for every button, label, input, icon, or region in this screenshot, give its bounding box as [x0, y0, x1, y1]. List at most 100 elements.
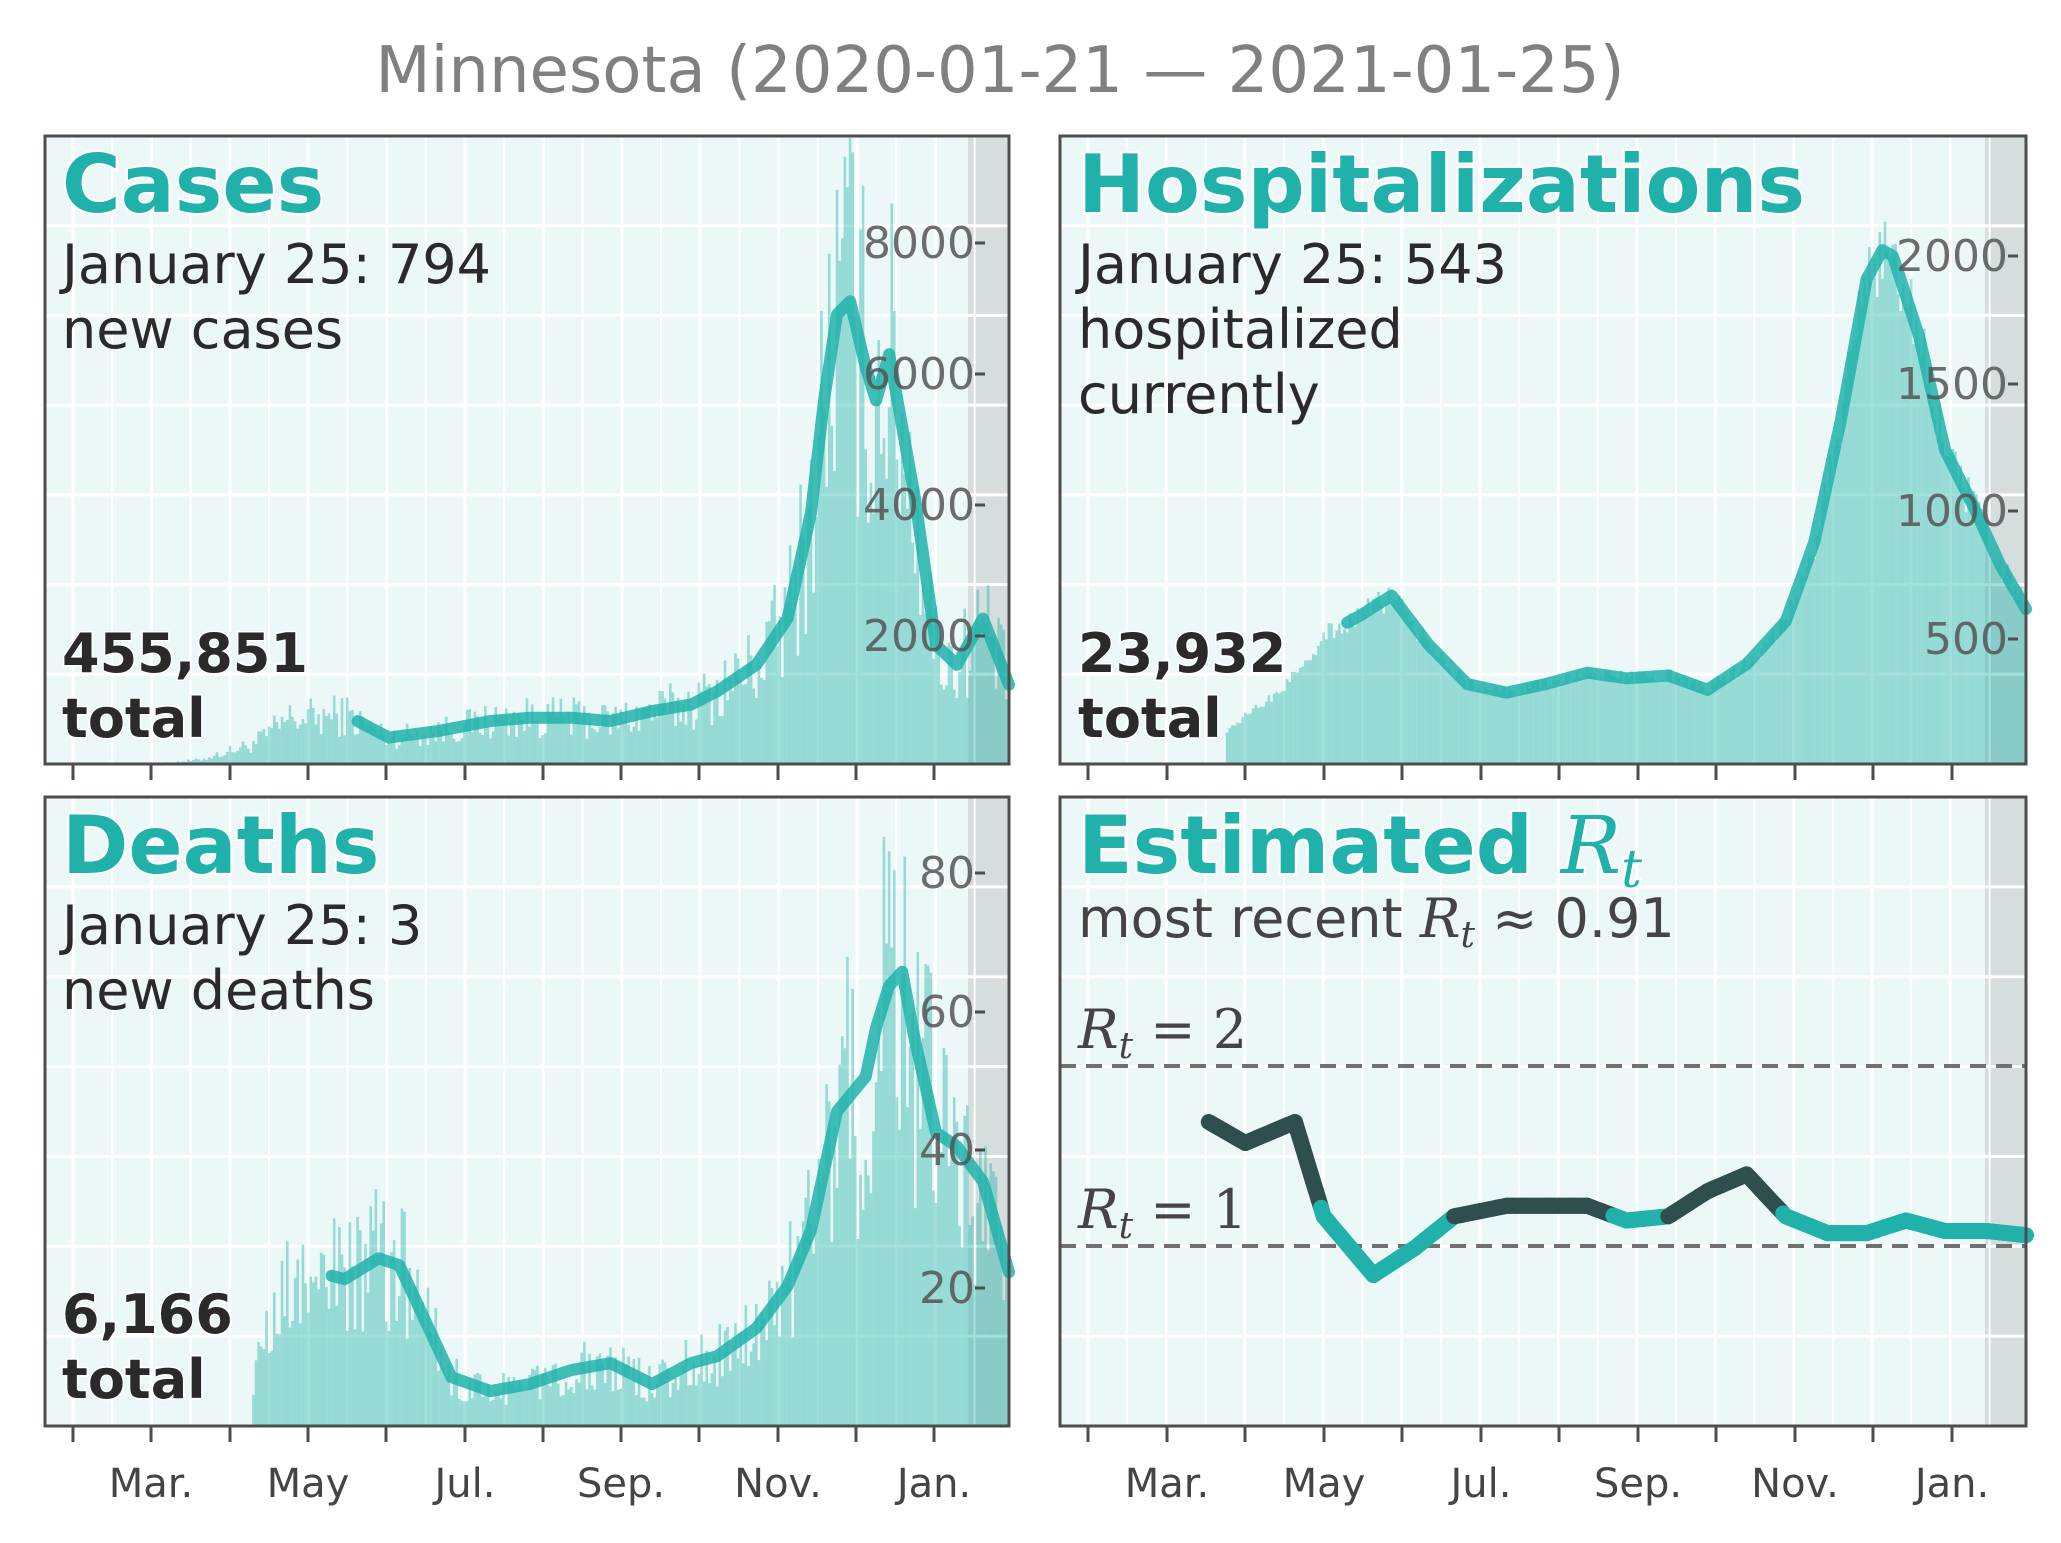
- deaths-bar: [338, 1227, 341, 1426]
- hosp-bar: [1257, 707, 1260, 764]
- hosp-bar: [1841, 403, 1845, 764]
- cases-bar: [291, 716, 294, 764]
- hosp-bar: [1458, 670, 1461, 764]
- rt-frame: [1058, 795, 2028, 1428]
- deaths-bar: [986, 1250, 990, 1426]
- deaths-bar: [309, 1276, 313, 1426]
- cases-bar: [986, 585, 990, 764]
- deaths-bar: [470, 1398, 474, 1426]
- cases-bar: [916, 486, 920, 764]
- hosp-bar: [1544, 678, 1547, 764]
- deaths-ytick-label: 80: [919, 848, 975, 899]
- hosp-bar: [1740, 667, 1743, 764]
- deaths-bar: [650, 1393, 654, 1426]
- cases-bar: [851, 152, 854, 765]
- deaths-bar: [937, 1146, 940, 1426]
- hosp-bar: [1494, 686, 1498, 764]
- hosp-bar: [1680, 684, 1683, 764]
- deaths-bar: [788, 1221, 792, 1426]
- hosp-bar: [1591, 671, 1594, 764]
- cases-bar: [421, 735, 425, 764]
- hosp-bar: [1933, 419, 1936, 764]
- cases-bar: [645, 707, 649, 764]
- deaths-bar: [869, 1193, 873, 1426]
- cases-bar: [859, 229, 862, 764]
- deaths-bar: [348, 1222, 352, 1426]
- deaths-bar: [809, 1223, 813, 1426]
- hosp-bar: [1285, 679, 1289, 764]
- hosp-bar: [1515, 696, 1519, 764]
- hosp-bar: [1951, 449, 1955, 764]
- hosp-bar: [1468, 679, 1472, 764]
- deaths-bar: [676, 1389, 680, 1426]
- deaths-bar: [885, 943, 888, 1426]
- cases-bar: [817, 436, 821, 764]
- cases-bar: [551, 697, 555, 764]
- deaths-bar: [473, 1374, 477, 1426]
- hosp-bar: [1904, 303, 1908, 764]
- cases-bar: [655, 717, 659, 764]
- hosp-bar: [1416, 640, 1419, 764]
- deaths-panel: 80 60 40 20 Deaths January 25: 3 new dea…: [43, 795, 1015, 1507]
- cases-bar: [593, 729, 597, 764]
- deaths-bar: [966, 1105, 969, 1426]
- cases-bar: [773, 584, 776, 764]
- cases-bar: [606, 711, 610, 764]
- cases-bar: [913, 573, 917, 764]
- cases-bar: [379, 723, 383, 764]
- hosp-bar: [1985, 525, 1989, 764]
- cases-bar: [434, 741, 438, 764]
- hosp-bar: [2011, 597, 2015, 764]
- hosp-bar: [1332, 637, 1336, 764]
- deaths-bar: [572, 1393, 576, 1426]
- cases-bar: [835, 189, 839, 764]
- deaths-bar: [757, 1360, 761, 1426]
- deaths-bar: [645, 1401, 649, 1426]
- cases-bar: [439, 730, 443, 764]
- deaths-bar: [856, 1238, 860, 1426]
- rt-estimate-line: [1200, 1114, 2034, 1283]
- hosp-bar: [1888, 259, 1892, 764]
- cases-bar: [293, 721, 297, 764]
- deaths-bar: [343, 1267, 346, 1426]
- hosp-bar: [1486, 689, 1490, 764]
- cases-bar: [966, 697, 969, 764]
- hosp-bar: [1797, 598, 1801, 764]
- cases-bar: [220, 756, 224, 764]
- cases-bar: [405, 723, 409, 764]
- hosp-bar: [1784, 618, 1788, 764]
- cases-bar: [640, 708, 643, 764]
- deaths-bar: [893, 870, 896, 1426]
- deaths-bar: [502, 1373, 505, 1426]
- cases-bar: [468, 709, 471, 764]
- hosp-bar: [1473, 691, 1477, 764]
- deaths-bar: [642, 1397, 646, 1426]
- cases-bar: [575, 704, 578, 764]
- hosp-bar: [1857, 290, 1861, 764]
- rt-xlabel-jan: Jan.: [1912, 1461, 1989, 1507]
- cases-bar: [382, 734, 386, 764]
- hosp-bar: [1382, 613, 1386, 764]
- hosp-bar: [1724, 680, 1728, 764]
- hosp-bar: [1651, 677, 1654, 764]
- deaths-bar: [929, 972, 933, 1426]
- hosp-bar: [1298, 668, 1302, 764]
- hosp-bar: [1693, 679, 1696, 764]
- deaths-bar: [853, 1135, 857, 1426]
- cases-bar: [424, 734, 427, 764]
- deaths-bar: [583, 1341, 586, 1426]
- deaths-bar: [671, 1383, 675, 1426]
- rt-xlabel-sep: Sep.: [1594, 1461, 1682, 1507]
- cases-bar: [387, 741, 391, 764]
- cases-bar: [241, 741, 245, 764]
- cases-bar: [457, 741, 461, 764]
- deaths-bar: [601, 1363, 604, 1426]
- deaths-bar: [911, 1012, 914, 1426]
- cases-bar: [371, 726, 375, 764]
- hosp-bar: [1622, 681, 1626, 764]
- deaths-bar: [413, 1285, 417, 1426]
- deaths-bar: [551, 1364, 555, 1426]
- hosp-bar: [1570, 682, 1574, 764]
- cases-bar: [932, 658, 935, 764]
- deaths-bar: [629, 1379, 633, 1426]
